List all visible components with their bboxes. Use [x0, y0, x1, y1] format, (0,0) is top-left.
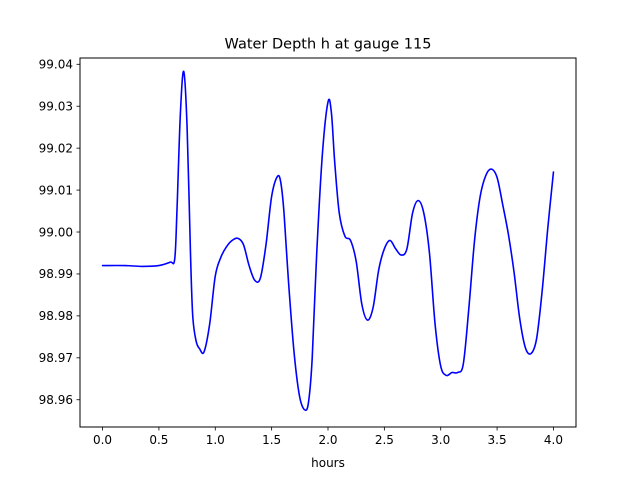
series-line: [101, 70, 555, 412]
x-tick-label: 2.5: [375, 433, 394, 447]
x-tick-label: 0.5: [149, 433, 168, 447]
y-tick-label: 98.97: [39, 351, 73, 365]
x-axis-label: hours: [311, 456, 345, 470]
x-tick-label: 0.0: [93, 433, 112, 447]
x-tick-label: 4.0: [544, 433, 563, 447]
y-tick-label: 99.04: [39, 58, 73, 72]
y-axis-ticks: 98.96 98.97 98.98 98.99 99.00 99.01 99.02 99.03…: [39, 58, 80, 407]
y-tick-label: 99.03: [39, 100, 73, 114]
x-tick-label: 2.0: [318, 433, 337, 447]
chart-title: Water Depth h at gauge 115: [225, 37, 432, 53]
y-tick-label: 98.99: [39, 267, 73, 281]
x-tick-label: 1.0: [206, 433, 225, 447]
y-tick-label: 99.02: [39, 141, 73, 155]
x-tick-label: 3.0: [431, 433, 450, 447]
y-tick-label: 98.98: [39, 309, 73, 323]
x-axis-ticks: 0.0 0.5 1.0 1.5 2.0 2.5 3.0 3.5 4.0: [93, 427, 563, 447]
x-tick-label: 3.5: [488, 433, 507, 447]
y-tick-label: 99.01: [39, 183, 73, 197]
x-tick-label: 1.5: [262, 433, 281, 447]
y-tick-label: 98.96: [39, 393, 73, 407]
y-tick-label: 99.00: [39, 225, 73, 239]
